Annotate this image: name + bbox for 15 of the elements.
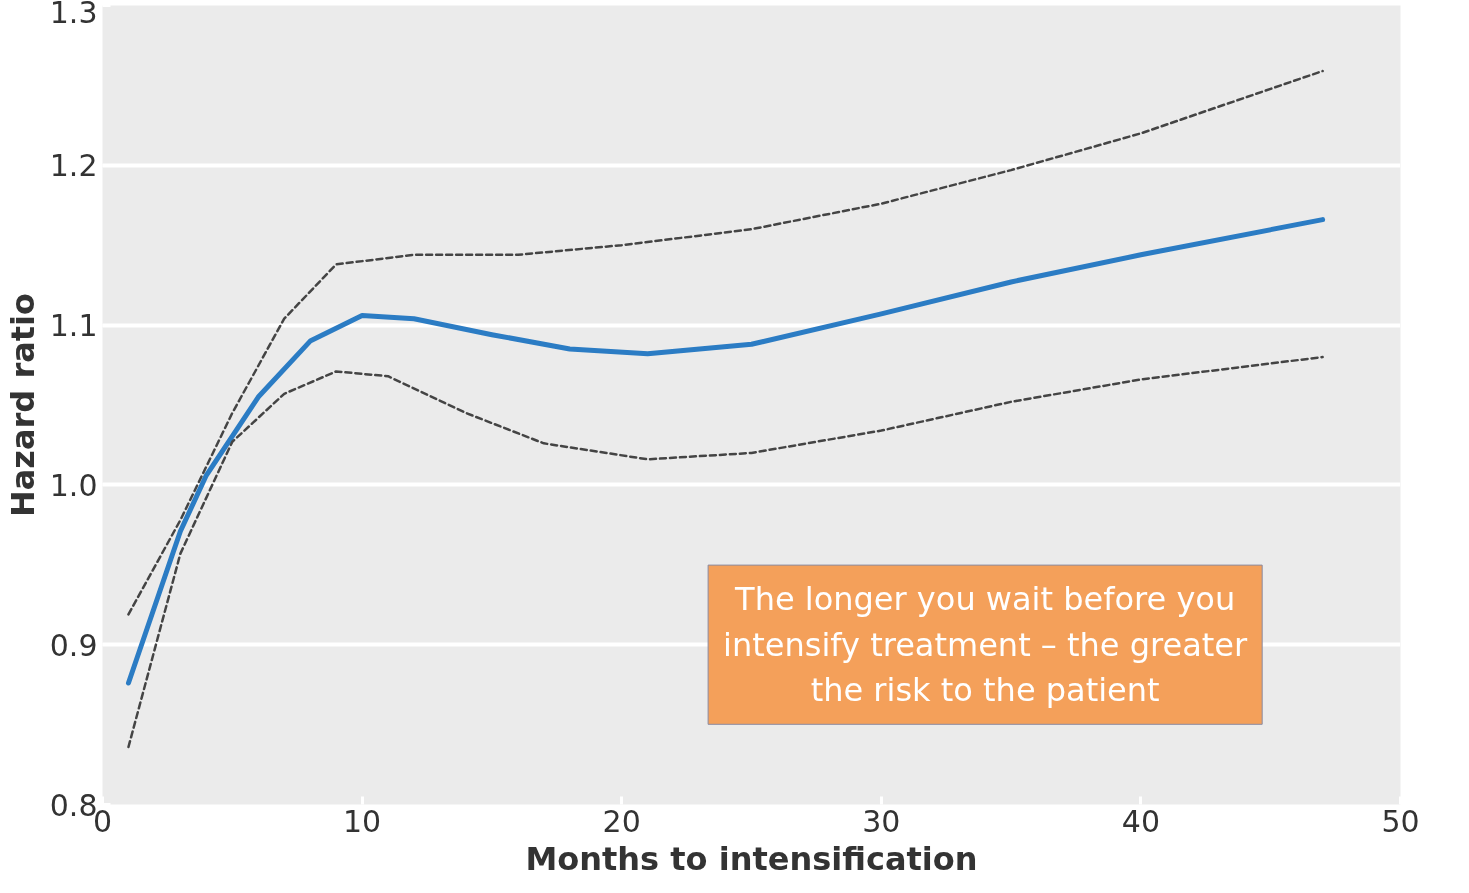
line-series [127, 355, 1324, 749]
y-tick-label: 1.1 [49, 308, 98, 344]
line-series [127, 69, 1324, 616]
y-axis-title: Hazard ratio [3, 292, 42, 518]
x-tick-label: 40 [1121, 803, 1160, 839]
x-tick-label: 10 [343, 803, 382, 839]
x-tick-label: 30 [862, 803, 901, 839]
x-tick-label: 20 [602, 803, 641, 839]
x-axis-title: Months to intensification [525, 839, 978, 878]
y-tick-label: 0.9 [49, 627, 98, 663]
x-tick-label: 50 [1381, 803, 1420, 839]
y-tick-label: 1.0 [49, 467, 98, 503]
y-tick-label: 1.3 [49, 0, 98, 30]
annotation: The longer you wait before you intensify treatment – the greater the risk to the patient [723, 580, 1249, 710]
y-tick-label: 1.2 [49, 148, 98, 184]
